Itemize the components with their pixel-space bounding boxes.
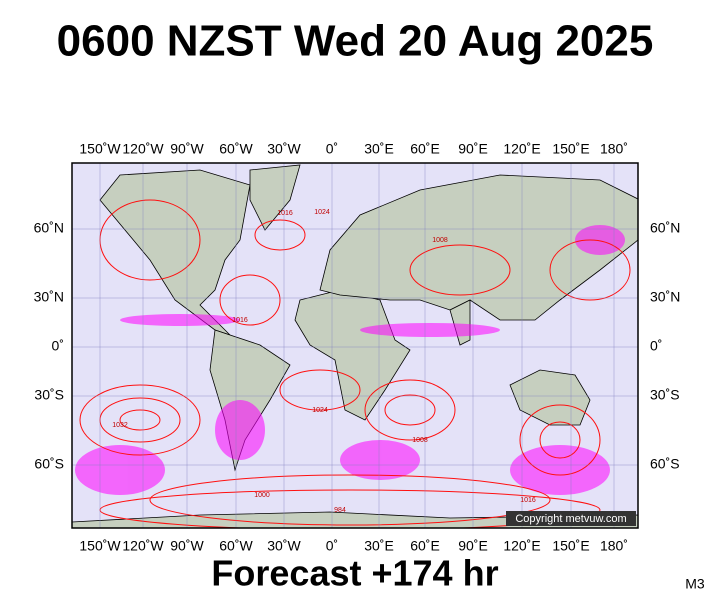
lon-label-bottom: 90˚E (458, 538, 488, 554)
forecast: Forecast +174 hr (211, 553, 498, 594)
lon-label-bottom: 30˚W (267, 538, 301, 554)
lat-label-right: 0˚ (650, 338, 662, 354)
isobar (384, 394, 436, 426)
isobar-label: 1016 (277, 210, 293, 217)
lon-label-bottom: 0˚ (326, 538, 338, 554)
lon-label-bottom: 120˚W (122, 538, 164, 554)
precip-area (215, 400, 265, 460)
isobar-label: 1008 (432, 237, 448, 244)
lon-label-bottom: 180˚ (600, 538, 628, 554)
lat-label-left: 0˚ (52, 338, 64, 354)
isobar (119, 409, 161, 431)
land (72, 164, 638, 528)
map: 1016 1024 1008 1016 1032 1024 1008 1000 9841016 … (72, 163, 638, 528)
precip-area (120, 314, 240, 326)
lat-label-left: 30˚S (34, 387, 64, 403)
lon-label-bottom: 60˚E (410, 538, 440, 554)
lon-label-top: 180˚ (600, 141, 628, 157)
isobar-label: 1016 (232, 317, 248, 324)
isobar-labels: 1016 1024 1008 1016 1032 1024 1008 1000 984 1016 (112, 209, 536, 514)
isobar (79, 384, 201, 456)
isobar-label: 984 (334, 507, 346, 514)
lat-label-right: 60˚S (650, 456, 680, 472)
eurasia (319, 174, 638, 321)
lon-label-top: 120˚W (122, 141, 164, 157)
isobar-label: 1000 (254, 492, 270, 499)
lon-label-top: 60˚W (219, 141, 253, 157)
precipitation (75, 225, 625, 495)
lon-label-top: 150˚W (79, 141, 121, 157)
isobar (279, 369, 361, 411)
lat-label-right: 30˚N (650, 289, 680, 305)
lon-label-bottom: 150˚E (552, 538, 589, 554)
precip-area (575, 225, 625, 255)
lat-label-left: 60˚N (34, 220, 64, 236)
isobar-label: 1008 (412, 437, 428, 444)
title: 0600 NZST Wed 20 Aug 2025 (57, 17, 654, 66)
lon-label-top: 60˚E (410, 141, 440, 157)
precip-area (360, 323, 500, 337)
isobar (539, 421, 581, 459)
isobar (149, 474, 551, 526)
lon-label-top: 150˚E (552, 141, 589, 157)
isobar-label: 1032 (112, 422, 128, 429)
isobar (219, 274, 281, 326)
isobar-label: 1024 (314, 209, 330, 216)
lon-label-bottom: 150˚W (79, 538, 121, 554)
lon-label-top: 90˚E (458, 141, 488, 157)
isobar (364, 379, 456, 441)
copyright: Copyright metvuw.com (515, 513, 626, 525)
lon-label-top: 120˚E (503, 141, 540, 157)
isobar-label: 1024 (312, 407, 328, 414)
precip-area (75, 445, 165, 495)
lon-label-top: 30˚W (267, 141, 301, 157)
lat-label-right: 60˚N (650, 220, 680, 236)
lon-label-bottom: 90˚W (170, 538, 204, 554)
isobar-label: 1016 (520, 497, 536, 504)
map-frame (71, 162, 639, 529)
lat-label-left: 30˚N (34, 289, 64, 305)
lon-label-bottom: 120˚E (503, 538, 540, 554)
graticule (72, 163, 638, 528)
isobar (409, 244, 511, 296)
lon-label-bottom: 60˚W (219, 538, 253, 554)
lon-label-top: 0˚ (326, 141, 338, 157)
model: M3 (685, 576, 705, 592)
isobar (519, 404, 601, 476)
greenland (249, 164, 301, 231)
precip-area (510, 445, 610, 495)
lon-label-top: 30˚E (364, 141, 394, 157)
lon-label-bottom: 30˚E (364, 538, 394, 554)
copyright-box (506, 511, 636, 526)
lat-label-left: 60˚S (34, 456, 64, 472)
isobar (254, 219, 306, 251)
isobar (549, 239, 631, 301)
lon-label-top: 90˚W (170, 141, 204, 157)
precip-area (340, 440, 420, 480)
lat-label-right: 30˚S (650, 387, 680, 403)
